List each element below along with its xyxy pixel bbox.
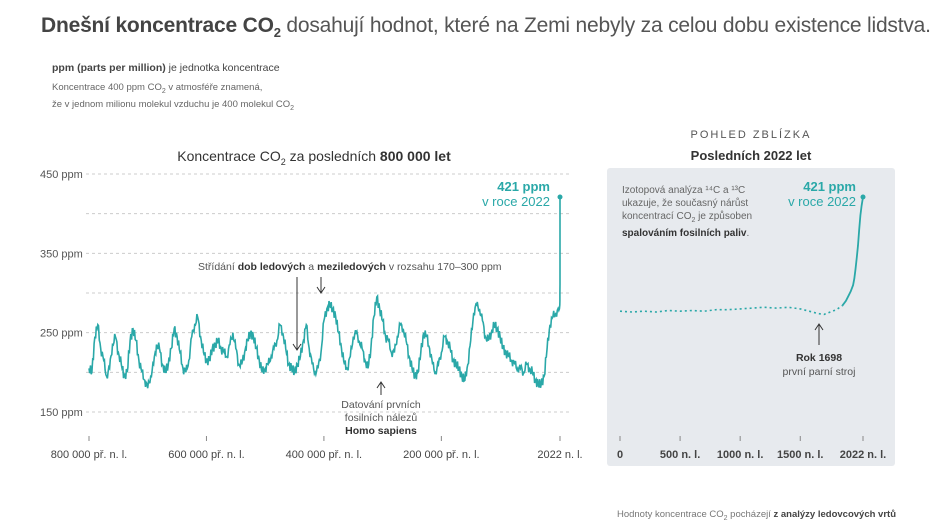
inset-note: Izotopová analýza ¹⁴C a ¹³C ukazuje, že … bbox=[622, 185, 753, 239]
x-tick-label: 600 000 př. n. l. bbox=[168, 449, 244, 461]
main-latest-label: 421 ppm v roce 2022 bbox=[482, 179, 550, 209]
inset-chart-x-axis: 0 500 n. l. 1000 n. l. 1500 n. l. 2022 n. l. bbox=[617, 436, 886, 461]
inset-x-tick-label: 0 bbox=[617, 449, 623, 461]
y-tick-label: 350 ppm bbox=[40, 248, 83, 260]
x-tick-label: 800 000 př. n. l. bbox=[51, 449, 127, 461]
cycles-annotation: Střídání dob ledových a meziledových v r… bbox=[198, 261, 502, 273]
inset-x-tick-label: 2022 n. l. bbox=[840, 449, 886, 461]
cycles-arrow-right-head bbox=[316, 286, 326, 294]
main-chart-title: Koncentrace CO2 za posledních 800 000 le… bbox=[177, 148, 451, 167]
inset-x-tick-label: 1000 n. l. bbox=[717, 449, 763, 461]
steam-engine-arrow-head bbox=[814, 323, 824, 331]
inset-x-tick-label: 500 n. l. bbox=[660, 449, 700, 461]
x-tick-label: 2022 n. l. bbox=[537, 449, 582, 461]
steam-engine-annotation: Rok 1698 první parní stroj bbox=[782, 352, 856, 378]
main-chart-x-axis: 800 000 př. n. l. 600 000 př. n. l. 400 00… bbox=[51, 436, 583, 461]
unit-explanation: Koncentrace 400 ppm CO2 v atmosféře znam… bbox=[52, 82, 295, 112]
source-note: Hodnoty koncentrace CO2 pocházejí z anal… bbox=[616, 509, 896, 522]
page-title: Dnešní koncentrace CO2 dosahují hodnot, … bbox=[41, 14, 931, 41]
x-tick-label: 400 000 př. n. l. bbox=[286, 449, 362, 461]
inset-panel bbox=[607, 168, 895, 466]
x-tick-label: 200 000 př. n. l. bbox=[403, 449, 479, 461]
inset-title: Posledních 2022 let bbox=[690, 148, 812, 163]
sapiens-annotation: Datování prvních fosilních nálezů Homo s… bbox=[341, 399, 421, 437]
inset-latest-label: 421 ppm v roce 2022 bbox=[788, 179, 856, 209]
cycles-arrow-left-head bbox=[292, 343, 302, 351]
inset-latest-point bbox=[860, 194, 866, 200]
main-latest-point bbox=[557, 194, 563, 200]
inset-series-line-recent bbox=[841, 196, 864, 307]
main-chart-y-axis: 150 ppm 250 ppm 350 ppm 450 ppm bbox=[40, 169, 83, 419]
inset-kicker: POHLED ZBLÍZKA bbox=[690, 129, 812, 141]
y-tick-label: 250 ppm bbox=[40, 328, 83, 340]
main-chart-grid bbox=[86, 173, 570, 413]
main-series-line bbox=[88, 197, 561, 389]
inset-x-tick-label: 1500 n. l. bbox=[777, 449, 823, 461]
unit-definition: ppm (parts per million) je jednotka konc… bbox=[52, 62, 280, 74]
inset-series-line bbox=[619, 305, 843, 316]
y-tick-label: 450 ppm bbox=[40, 169, 83, 181]
y-tick-label: 150 ppm bbox=[40, 407, 83, 419]
sapiens-arrow-head bbox=[376, 381, 386, 389]
